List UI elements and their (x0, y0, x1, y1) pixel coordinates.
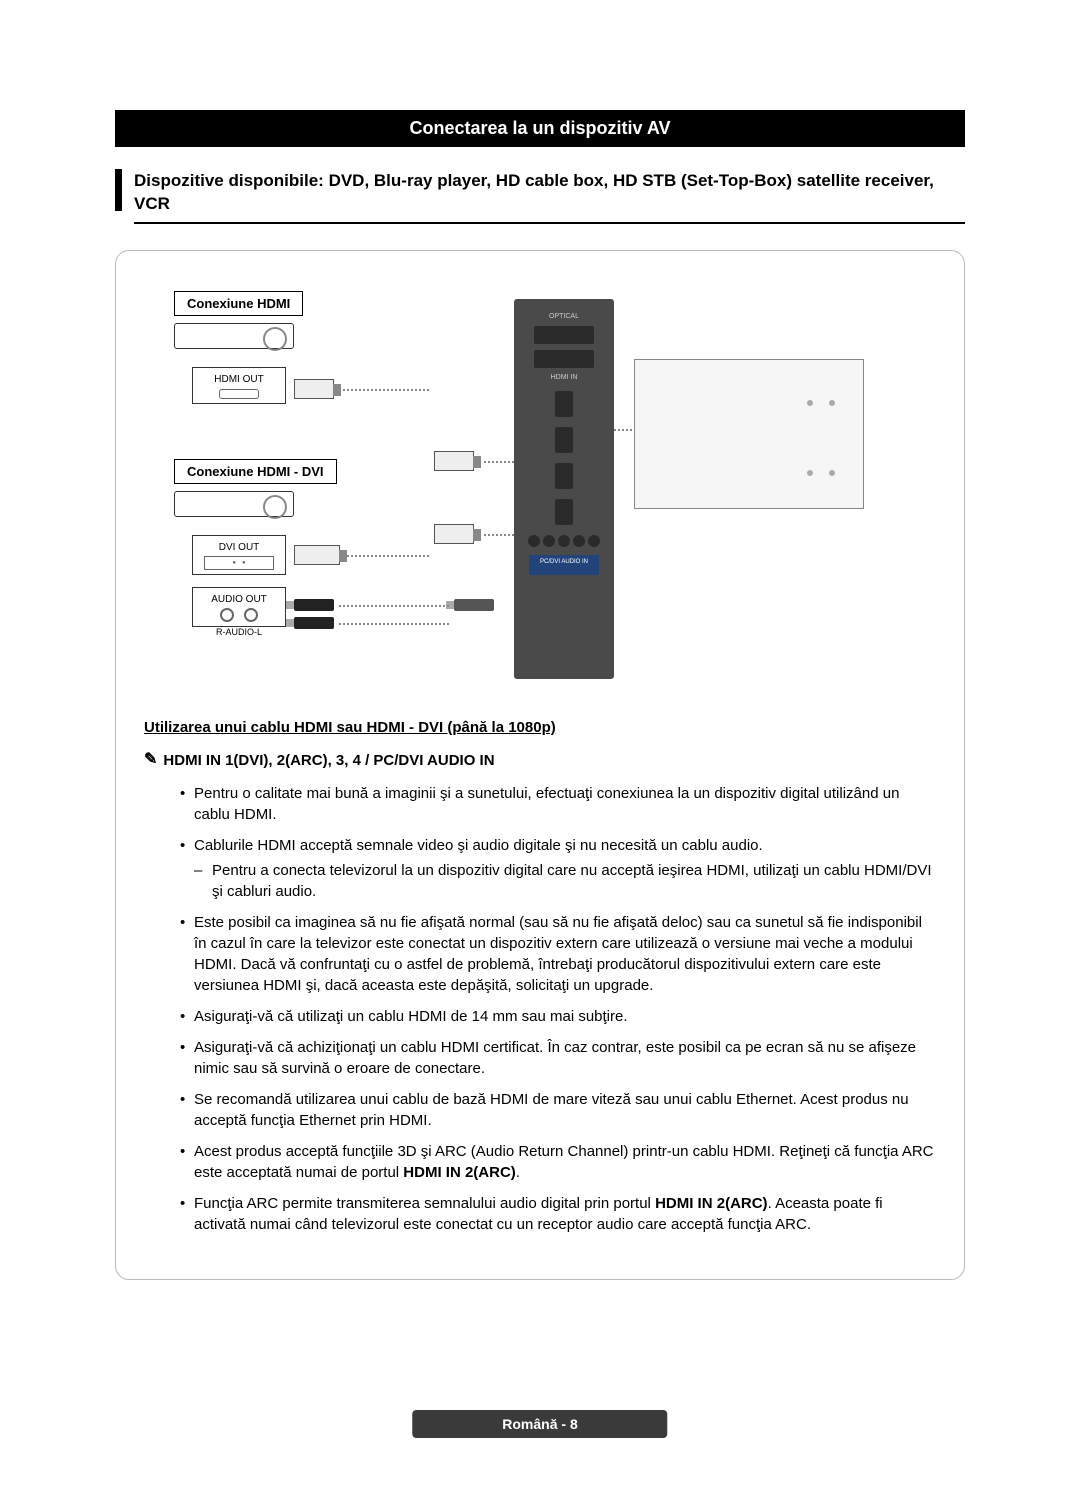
pc-dvi-audio-in-label: PC/DVI AUDIO IN (529, 555, 599, 575)
list-item: Asiguraţi-vă că utilizaţi un cablu HDMI … (180, 1006, 936, 1027)
cable-line (479, 534, 514, 536)
list-item: Cablurile HDMI acceptă semnale video şi … (180, 835, 936, 902)
audio-out-port: AUDIO OUT (192, 587, 286, 627)
hdmi-plug-icon (434, 524, 474, 544)
bullet-text: . (516, 1164, 520, 1181)
port-icon (528, 535, 540, 547)
bullet-text: Asiguraţi-vă că utilizaţi un cablu HDMI … (194, 1008, 628, 1025)
bullet-text: Cablurile HDMI acceptă semnale video şi … (194, 837, 763, 854)
mount-hole-icon (829, 470, 835, 476)
bullet-bold: HDMI IN 2(ARC) (403, 1164, 516, 1181)
subtitle-row: Dispozitive disponibile: DVD, Blu-ray pl… (115, 169, 965, 224)
accent-bar (115, 169, 122, 211)
bullet-text: Funcţia ARC permite transmiterea semnalu… (194, 1195, 655, 1212)
sub-list: Pentru a conecta televizorul la un dispo… (194, 860, 936, 902)
page-footer: Română - 8 (412, 1410, 667, 1438)
dvi-out-label: DVI OUT (197, 542, 281, 553)
cable-line (339, 623, 449, 625)
r-audio-l-label: R-AUDIO-L (192, 627, 286, 637)
rca-jack-icon (220, 608, 234, 622)
list-item: Asiguraţi-vă că achiziţionaţi un cablu H… (180, 1037, 936, 1079)
footer-text: Română - 8 (502, 1416, 577, 1432)
port-icon (573, 535, 585, 547)
list-item: Se recomandă utilizarea unui cablu de ba… (180, 1089, 936, 1131)
dvi-slot-icon (204, 556, 274, 570)
bullet-text: Se recomandă utilizarea unui cablu de ba… (194, 1091, 909, 1129)
hdmi-port-icon (555, 499, 573, 525)
hdmi-port-icon (555, 427, 573, 453)
bullet-text: Este posibil ca imaginea să nu fie afişa… (194, 914, 922, 994)
hdmi-slot-icon (219, 389, 259, 399)
connection-diagram: Conexiune HDMI HDMI OUT Conexiune HDMI -… (144, 279, 936, 699)
tv-body-icon (634, 359, 864, 509)
mount-hole-icon (829, 400, 835, 406)
mount-hole-icon (807, 470, 813, 476)
section-title-bar: Conectarea la un dispozitiv AV (115, 110, 965, 147)
hdmi-plug-icon (434, 451, 474, 471)
port-icon (534, 350, 594, 368)
note-icon: ✎ (144, 752, 157, 768)
list-item: Este posibil ca imaginea să nu fie afişa… (180, 912, 936, 996)
port-icon (558, 535, 570, 547)
note-line: ✎ HDMI IN 1(DVI), 2(ARC), 3, 4 / PC/DVI … (144, 752, 936, 769)
dvi-plug-icon (294, 545, 340, 565)
list-item: Acest produs acceptă funcţiile 3D şi ARC… (180, 1141, 936, 1183)
hdmi-out-port: HDMI OUT (192, 367, 286, 404)
bullet-list: Pentru o calitate mai bună a imaginii şi… (144, 783, 936, 1235)
panel-hdmi-in-label: HDMI IN (522, 374, 606, 381)
hdmi-out-label: HDMI OUT (197, 374, 281, 385)
sub-bullet-text: Pentru a conecta televizorul la un dispo… (212, 862, 932, 900)
device-icon (174, 323, 294, 349)
cable-line (339, 605, 449, 607)
bullet-text: Pentru o calitate mai bună a imaginii şi… (194, 785, 899, 823)
dvi-out-port: DVI OUT (192, 535, 286, 575)
mount-hole-icon (807, 400, 813, 406)
bullet-bold: HDMI IN 2(ARC) (655, 1195, 768, 1212)
port-icon (534, 326, 594, 344)
cable-line (339, 389, 429, 391)
hdmi-port-icon (555, 463, 573, 489)
rca-plug-icon (294, 599, 334, 611)
tv-back-panel: OPTICAL HDMI IN PC/DVI AUDIO IN (514, 299, 614, 679)
device-icon (174, 491, 294, 517)
note-text: HDMI IN 1(DVI), 2(ARC), 3, 4 / PC/DVI AU… (163, 752, 494, 769)
list-item: Funcţia ARC permite transmiterea semnalu… (180, 1193, 936, 1235)
cable-line (344, 555, 429, 557)
content-box: Conexiune HDMI HDMI OUT Conexiune HDMI -… (115, 250, 965, 1280)
audio-out-label: AUDIO OUT (197, 594, 281, 605)
port-icon (588, 535, 600, 547)
label-hdmi-connection: Conexiune HDMI (174, 291, 303, 316)
panel-optical-label: OPTICAL (522, 313, 606, 320)
list-item: Pentru o calitate mai bună a imaginii şi… (180, 783, 936, 825)
bullet-text: Asiguraţi-vă că achiziţionaţi un cablu H… (194, 1039, 916, 1077)
rca-jack-icon (244, 608, 258, 622)
sub-list-item: Pentru a conecta televizorul la un dispo… (194, 860, 936, 902)
label-hdmi-dvi-connection: Conexiune HDMI - DVI (174, 459, 337, 484)
subtitle-text: Dispozitive disponibile: DVD, Blu-ray pl… (134, 169, 965, 224)
section-title: Conectarea la un dispozitiv AV (409, 118, 670, 138)
bullet-text: Acest produs acceptă funcţiile 3D şi ARC… (194, 1143, 934, 1181)
rca-plug-icon (294, 617, 334, 629)
cable-line (479, 461, 514, 463)
usage-heading: Utilizarea unui cablu HDMI sau HDMI - DV… (144, 719, 936, 736)
hdmi-plug-icon (294, 379, 334, 399)
audio-plug-icon (454, 599, 494, 611)
hdmi-port-icon (555, 391, 573, 417)
port-icon (543, 535, 555, 547)
